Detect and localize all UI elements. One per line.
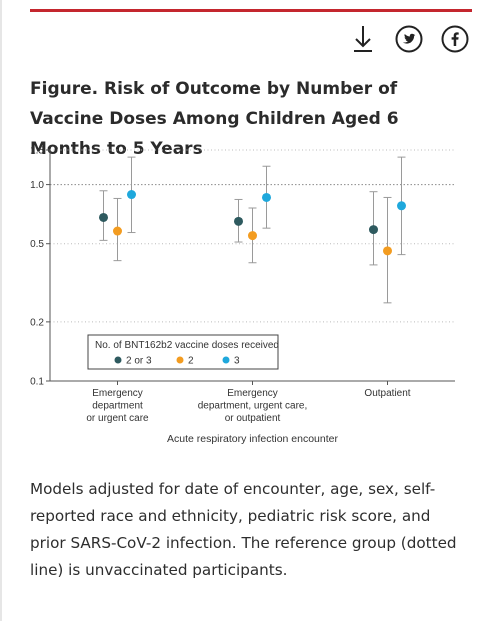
odds-ratio-chart: 0.10.20.51.01.5Adjusted odds ratio (95% …: [30, 146, 455, 445]
data-point: [234, 216, 243, 226]
twitter-share-button[interactable]: [394, 24, 424, 54]
x-tick-label: Emergency department or urgent care: [86, 388, 149, 424]
accent-rule: [30, 9, 472, 12]
data-point: [262, 192, 271, 202]
data-point: [248, 231, 257, 241]
legend-entry: 2: [188, 356, 194, 367]
facebook-share-button[interactable]: [440, 24, 470, 54]
data-point: [383, 246, 392, 256]
x-tick-label: Emergency department, urgent care, or outp…: [198, 388, 308, 424]
legend-title: No. of BNT162b2 vaccine doses received: [95, 340, 279, 351]
share-toolbar: [348, 24, 470, 54]
y-tick-label: 0.1: [30, 377, 44, 388]
data-point: [99, 212, 108, 222]
x-tick-label: Outpatient: [364, 388, 410, 399]
data-point: [127, 190, 136, 200]
data-point: [113, 226, 122, 236]
facebook-icon: [441, 25, 469, 53]
figure-title: Figure. Risk of Outcome by Number of Vac…: [30, 79, 399, 159]
y-tick-label: 1.5: [30, 146, 44, 157]
data-point: [397, 201, 406, 211]
y-tick-label: 0.5: [30, 239, 44, 250]
legend-marker: [114, 356, 122, 364]
figure-caption: Models adjusted for date of encounter, a…: [30, 480, 457, 579]
legend-marker: [222, 356, 230, 364]
legend-entry: 2 or 3: [126, 356, 152, 367]
y-tick-label: 1.0: [30, 180, 44, 191]
page-left-border: [0, 0, 2, 621]
x-axis-label: Acute respiratory infection encounter: [167, 433, 339, 445]
legend-marker: [176, 356, 184, 364]
download-arrow-icon: [354, 26, 372, 52]
legend-box: [87, 334, 279, 370]
legend-entry: 3: [234, 356, 240, 367]
twitter-icon: [395, 25, 423, 53]
download-button[interactable]: [348, 24, 378, 54]
data-point: [369, 225, 378, 235]
y-tick-label: 0.2: [30, 317, 44, 328]
